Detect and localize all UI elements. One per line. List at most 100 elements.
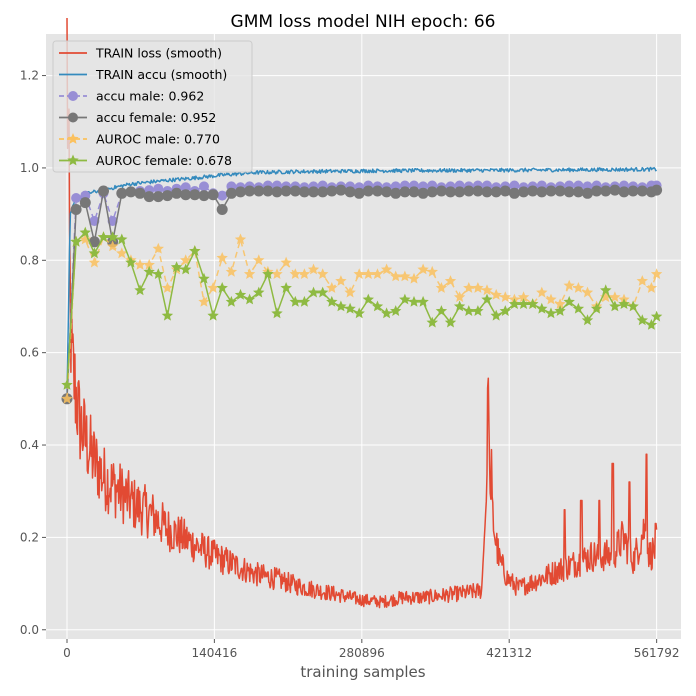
x-axis-label: training samples — [300, 663, 425, 681]
series-accu-female-point — [134, 187, 146, 199]
series-auroc-male-point — [499, 291, 511, 303]
series-accu-female-point — [70, 204, 82, 215]
series-accu-male-point — [71, 193, 82, 203]
series-accu-female-point — [454, 186, 466, 198]
series-auroc-female-point — [271, 307, 283, 319]
series-auroc-male-point — [116, 247, 128, 259]
x-tick-label: 280896 — [339, 646, 385, 660]
series-auroc-female-point — [335, 300, 347, 312]
y-tick-label: 1.0 — [20, 161, 39, 175]
series-accu-female-point — [362, 185, 374, 197]
series-auroc-male-point — [563, 279, 575, 291]
series-auroc-male-point — [289, 268, 301, 279]
series-auroc-female-point — [572, 302, 585, 314]
series-accu-female-point — [88, 236, 100, 248]
y-tick-label: 0.0 — [20, 623, 39, 637]
series-accu-female-point — [262, 185, 274, 197]
y-tick-label: 0.8 — [20, 253, 39, 267]
series-train-accu-line — [66, 166, 658, 399]
series-auroc-male-point — [216, 252, 228, 263]
series-auroc-male-point — [344, 286, 356, 298]
series-accu-female-point — [627, 185, 639, 197]
series-auroc-female-point — [198, 272, 210, 284]
series-accu-female-point — [253, 185, 265, 197]
series-auroc-male-point — [600, 291, 612, 303]
series-auroc-female-point — [563, 295, 575, 307]
series-accu-female-point — [280, 185, 292, 197]
series-accu-female-point — [125, 186, 137, 198]
series-accu-female-point — [143, 191, 155, 203]
series-auroc-male-point — [79, 233, 91, 245]
series-auroc-male-point — [435, 282, 448, 293]
series-accu-female-point — [353, 187, 365, 199]
series-auroc-female-point — [380, 307, 393, 319]
legend-marker — [67, 133, 79, 144]
series-accu-male-point — [217, 190, 228, 201]
series-accu-female-point — [152, 191, 164, 203]
series-auroc-female-point — [317, 286, 329, 298]
series-auroc-female-point — [390, 305, 402, 316]
series-accu-female-point — [198, 190, 210, 202]
series-auroc-male-point — [371, 268, 384, 279]
series-auroc-male-point — [399, 270, 411, 282]
series-auroc-female-point — [97, 231, 110, 243]
series-auroc-female-point — [280, 282, 292, 293]
series-auroc-male-point — [490, 288, 502, 300]
series-auroc-male-point — [225, 265, 238, 277]
y-tick-label: 0.4 — [20, 438, 39, 452]
legend-box — [52, 40, 253, 173]
series-auroc-male-line — [66, 235, 658, 399]
series-auroc-male-point — [335, 275, 347, 286]
series-accu-female-point — [326, 185, 338, 197]
series-auroc-male-point — [545, 293, 557, 305]
series-auroc-male-point — [554, 298, 566, 309]
series-auroc-female-point — [344, 302, 356, 314]
series-accu-female-point — [298, 186, 310, 198]
legend-label: accu female: 0.952 — [96, 110, 216, 125]
series-accu-female-point — [618, 186, 630, 198]
x-tick-label: 561792 — [634, 646, 680, 660]
series-accu-female-point — [536, 186, 548, 198]
series-auroc-female-point — [116, 233, 128, 245]
series-auroc-male-point — [581, 286, 594, 298]
series-accu-female-point — [408, 186, 420, 198]
series-accu-female-point — [79, 197, 91, 209]
series-auroc-male-point — [143, 258, 155, 270]
series-accu-female-point — [180, 189, 192, 201]
series-auroc-female-point — [600, 284, 612, 296]
series-auroc-male-point — [417, 263, 429, 275]
legend-label: accu male: 0.962 — [96, 89, 204, 104]
series-auroc-female-point — [527, 298, 539, 309]
grid — [46, 34, 681, 639]
series-auroc-female-point — [627, 300, 639, 312]
series-auroc-female-point — [517, 298, 530, 309]
series-accu-female-point — [308, 186, 319, 198]
series-auroc-female-point — [225, 295, 238, 307]
series-auroc-male-point — [134, 258, 146, 270]
series-auroc-male-point — [408, 272, 420, 284]
series-auroc-female-point — [499, 305, 511, 316]
series-accu-female-point — [426, 186, 438, 198]
series-train-loss-line — [66, 17, 658, 609]
series-accu-female-point — [445, 186, 456, 198]
series-auroc-male-point — [253, 254, 265, 266]
series-accu-female-point — [390, 187, 402, 199]
series-accu-female-point — [381, 186, 393, 198]
series-auroc-male-point — [326, 282, 338, 293]
series-accu-female-point — [235, 186, 246, 198]
series-auroc-male-point — [161, 282, 174, 293]
series-auroc-female-point — [106, 231, 119, 243]
series-auroc-male-point — [572, 282, 585, 293]
series-auroc-male-point — [198, 295, 210, 307]
series-auroc-male-point — [280, 256, 292, 268]
series-auroc-male-point — [106, 240, 119, 252]
series-accu-female-point — [651, 184, 663, 196]
series-auroc-male-point — [307, 263, 320, 275]
series-auroc-female-point — [125, 256, 137, 268]
series-auroc-male-point — [243, 268, 256, 279]
series-auroc-male-point — [536, 286, 548, 298]
series-auroc-female-point — [79, 226, 91, 238]
legend: TRAIN loss (smooth) TRAIN accu (smooth) ac… — [52, 40, 253, 173]
series-auroc-female-point — [253, 286, 265, 298]
